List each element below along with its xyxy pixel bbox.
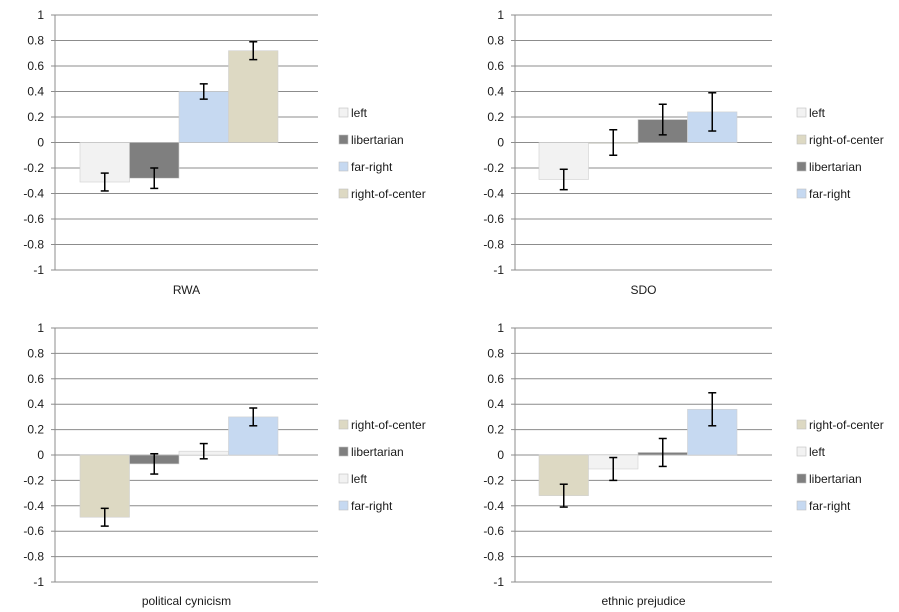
y-tick-label: 1 (497, 321, 504, 335)
legend: right-of-center libertarian left far-right (338, 418, 426, 513)
y-tick-label: 0.4 (487, 397, 504, 411)
bar-right-of-center (228, 50, 279, 143)
legend-swatch-right-of-center (796, 134, 807, 145)
y-tick-label: -0.6 (23, 524, 44, 538)
legend-label: libertarian (351, 445, 404, 459)
y-tick-label: -0.8 (23, 550, 44, 564)
y-tick-label: 0.6 (487, 59, 504, 73)
y-tick-label: 0.4 (487, 85, 504, 99)
x-axis-label: political cynicism (142, 594, 231, 608)
y-tick-label: -1 (33, 263, 44, 277)
legend: left libertarian far-right right-of-center (338, 106, 426, 201)
chart-panel: 1 0.8 0.6 0.4 0.2 0 -0.2 -0.4 -0.6 -0.8 -1 politica… (23, 321, 425, 608)
legend-swatch-far-right (338, 161, 349, 172)
legend-label: right-of-center (809, 418, 884, 432)
legend-swatch-libertarian (796, 473, 807, 484)
y-tick-label: -0.4 (23, 187, 44, 201)
legend-swatch-left (796, 446, 807, 457)
x-axis-label: SDO (630, 283, 656, 297)
legend-label: libertarian (351, 133, 404, 147)
y-tick-label: -0.6 (23, 212, 44, 226)
y-tick-label: -0.2 (23, 473, 44, 487)
legend-swatch-left (796, 107, 807, 118)
y-tick-label: -0.8 (483, 550, 504, 564)
y-tick-label: -1 (493, 263, 504, 277)
legend-label: far-right (809, 187, 851, 201)
legend-swatch-libertarian (796, 161, 807, 172)
legend-label: far-right (351, 499, 393, 513)
legend-label: right-of-center (809, 133, 884, 147)
x-axis-label: ethnic prejudice (601, 594, 685, 608)
y-tick-label: -0.6 (483, 212, 504, 226)
chart-panel: 1 0.8 0.6 0.4 0.2 0 -0.2 -0.4 -0.6 -0.8 -1 SDO left r… (483, 8, 883, 297)
y-tick-label: 0.2 (487, 110, 504, 124)
y-tick-label: -0.2 (23, 161, 44, 175)
y-tick-label: 0 (497, 136, 504, 150)
legend-label: left (351, 106, 368, 120)
legend: left right-of-center libertarian far-right (796, 106, 884, 201)
y-tick-label: 0 (37, 136, 44, 150)
y-tick-label: 0.4 (27, 397, 44, 411)
legend-swatch-far-right (796, 188, 807, 199)
y-tick-label: 0.6 (487, 372, 504, 386)
y-tick-label: -0.4 (483, 499, 504, 513)
y-tick-label: -0.6 (483, 524, 504, 538)
legend-swatch-right-of-center (338, 188, 349, 199)
legend-label: right-of-center (351, 418, 426, 432)
y-tick-label: 0.8 (487, 34, 504, 48)
legend-swatch-left (338, 473, 349, 484)
legend: right-of-center left libertarian far-right (796, 418, 884, 513)
legend-label: left (809, 445, 826, 459)
y-tick-label: -0.2 (483, 161, 504, 175)
legend-swatch-far-right (338, 500, 349, 511)
legend-label: far-right (809, 499, 851, 513)
legend-swatch-libertarian (338, 446, 349, 457)
y-tick-label: 1 (497, 8, 504, 22)
y-tick-label: -1 (493, 575, 504, 589)
y-tick-label: -0.4 (483, 187, 504, 201)
y-tick-label: -0.8 (23, 238, 44, 252)
y-tick-label: -1 (33, 575, 44, 589)
legend-swatch-libertarian (338, 134, 349, 145)
chart-panel: 10.80.60.40.20-0.2-0.4-0.6-0.8-1RWAleftl… (23, 8, 425, 297)
legend-label: libertarian (809, 472, 862, 486)
y-tick-label: 0.2 (487, 423, 504, 437)
legend-swatch-right-of-center (338, 419, 349, 430)
y-tick-label: 0.4 (27, 85, 44, 99)
y-tick-label: 0.8 (27, 34, 44, 48)
y-tick-label: 1 (37, 321, 44, 335)
legend-swatch-left (338, 107, 349, 118)
y-tick-label: 0.6 (27, 59, 44, 73)
legend-label: far-right (351, 160, 393, 174)
legend-label: libertarian (809, 160, 862, 174)
y-tick-label: 0.6 (27, 372, 44, 386)
legend-swatch-far-right (796, 500, 807, 511)
y-tick-label: 0 (497, 448, 504, 462)
y-tick-label: 0.8 (27, 346, 44, 360)
y-tick-label: -0.4 (23, 499, 44, 513)
legend-label: right-of-center (351, 187, 426, 201)
x-axis-label: RWA (173, 283, 200, 297)
y-tick-label: 0 (37, 448, 44, 462)
chart-panel: 1 0.8 0.6 0.4 0.2 0 -0.2 -0.4 -0.6 -0.8 -1 ethnic p… (483, 321, 883, 608)
legend-label: left (809, 106, 826, 120)
y-tick-label: -0.2 (483, 473, 504, 487)
y-tick-label: -0.8 (483, 238, 504, 252)
y-tick-label: 0.8 (487, 346, 504, 360)
y-tick-label: 1 (37, 8, 44, 22)
y-tick-label: 0.2 (27, 423, 44, 437)
legend-label: left (351, 472, 368, 486)
y-tick-label: 0.2 (27, 110, 44, 124)
bar-far-right (178, 91, 229, 143)
legend-swatch-right-of-center (796, 419, 807, 430)
